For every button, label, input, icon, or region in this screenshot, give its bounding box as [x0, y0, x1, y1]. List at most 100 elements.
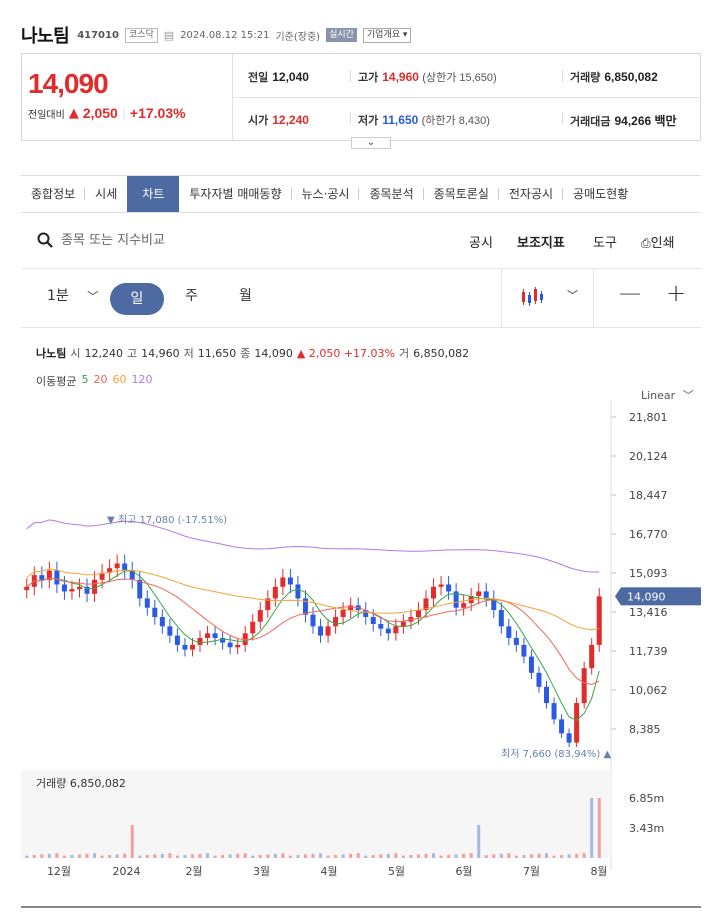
candle [76, 586, 82, 590]
main-tabs: 종합정보 시세 차트 투자자별 매매동향 뉴스·공시 종목분석 종목토론실 전자… [21, 175, 701, 213]
candle [453, 591, 459, 608]
volume-bar [32, 855, 36, 858]
expand-chevron-icon[interactable]: ⌄ [351, 137, 391, 149]
quote-datetime: 2024.08.12 15:21 [180, 29, 270, 41]
divider [232, 97, 700, 98]
volume-bar [590, 798, 594, 858]
volume-bar [499, 853, 503, 858]
tab-short-selling[interactable]: 공매도현황 [573, 187, 629, 201]
tab-news[interactable]: 뉴스·공시 [292, 176, 360, 212]
volume-bar [85, 853, 89, 858]
candle [423, 598, 429, 611]
tab-quotes[interactable]: 시세 [95, 187, 118, 201]
candle [431, 586, 437, 599]
candle [559, 719, 565, 734]
volume-label: 거래량 6,850,082 [36, 777, 126, 790]
candle [92, 579, 98, 594]
zoom-out-icon[interactable]: — [619, 281, 641, 306]
high-marker: ▼ 최고 17,080 (-17.51%) [107, 514, 227, 526]
ma60-line [26, 568, 600, 631]
zoom-in-icon[interactable]: + [666, 279, 687, 307]
volume-bar [552, 855, 556, 858]
volume-bar [190, 854, 194, 858]
volume-bar [168, 853, 172, 858]
volume-bar [484, 855, 488, 858]
candle [235, 644, 241, 648]
company-info-button[interactable]: 기업개요 ▾ [362, 27, 412, 43]
volume-bar [349, 853, 353, 858]
period-day-button[interactable]: 일 [110, 283, 164, 315]
volume-bar [160, 853, 164, 858]
realtime-badge[interactable]: 실시간 [326, 28, 357, 42]
search-icon[interactable] [37, 232, 53, 248]
compare-search-input[interactable] [61, 228, 321, 252]
divider: | [121, 106, 126, 120]
volume-bar [296, 855, 300, 858]
volume-bar [424, 853, 428, 858]
disclosure-button[interactable]: 공시 [469, 236, 493, 251]
period-month-button[interactable]: 월 [239, 288, 252, 304]
period-selector: 1분 ﹀ 일 주 월 ﹀ — + [21, 268, 701, 328]
candle [122, 563, 128, 571]
volume-bar [213, 855, 217, 858]
candle [220, 637, 226, 643]
volume-bar [93, 853, 97, 858]
volume-tick-label: 3.43m [629, 822, 664, 835]
period-week-button[interactable]: 주 [185, 288, 198, 304]
candle [212, 633, 218, 638]
candle [265, 598, 271, 611]
volume-bar [371, 855, 375, 858]
volume-bar [319, 853, 323, 858]
indicator-button[interactable]: 보조지표 [517, 236, 565, 251]
candle [325, 626, 331, 636]
chart-type-select[interactable]: ﹀ [521, 287, 578, 311]
candle [61, 584, 67, 592]
candle [174, 635, 180, 645]
volume-bar [409, 855, 413, 858]
ohlc-info: 나노팀 시 12,240 고 14,960 저 11,650 종 14,090 ▲ 2,… [36, 347, 470, 360]
volume-bar [560, 855, 564, 858]
chevron-down-icon: ﹀ [87, 290, 99, 303]
printer-icon: ⎙ [641, 236, 651, 250]
open-price: 시가 12,240 [248, 113, 309, 127]
print-button[interactable]: ⎙인쇄 [641, 236, 675, 251]
candle [536, 672, 542, 687]
divider [350, 112, 351, 124]
tab-discussion[interactable]: 종목토론실 [424, 176, 500, 212]
candle [400, 621, 406, 627]
last-price-tag [621, 587, 701, 606]
change-label: 전일대비 [28, 109, 65, 121]
divider [21, 906, 701, 908]
tab-disclosure[interactable]: 전자공시 [499, 176, 564, 212]
candle [302, 598, 308, 615]
stock-chart[interactable]: 나노팀 시 12,240 고 14,960 저 11,650 종 14,090 ▲ 2,… [21, 330, 701, 890]
tab-summary[interactable]: 종합정보 [21, 176, 86, 212]
volume-bar [40, 854, 44, 858]
volume-bar [334, 855, 338, 858]
volume-bar [251, 855, 255, 858]
candle [581, 668, 587, 704]
y-tick-label: 15,093 [629, 567, 668, 580]
candle [287, 577, 293, 585]
candle [551, 703, 557, 720]
divider [593, 269, 594, 327]
tab-investor-trading[interactable]: 투자자별 매매동향 [179, 176, 292, 212]
scale-select[interactable]: Linear ﹀ [641, 389, 694, 402]
candle [144, 598, 150, 608]
period-minute-select[interactable]: 1분 ﹀ [47, 288, 99, 304]
volume-bar [462, 853, 466, 858]
price-change: 전일대비 ▲ 2,050 | +17.03% [28, 105, 186, 121]
candle [167, 626, 173, 636]
candle [84, 586, 90, 594]
tab-chart[interactable]: 차트 [127, 176, 180, 212]
x-tick-label: 8월 [590, 865, 607, 878]
volume-bar [522, 855, 526, 858]
tool-button[interactable]: 도구 [593, 236, 617, 251]
x-tick-label: 5월 [388, 865, 405, 878]
chevron-down-icon: ﹀ [682, 389, 694, 402]
tab-analysis[interactable]: 종목분석 [359, 176, 424, 212]
volume-bar [454, 854, 458, 858]
volume-bar [243, 853, 247, 858]
candle [107, 568, 113, 573]
low-marker: 최저 7,660 (83.94%) ▲ [501, 748, 611, 760]
